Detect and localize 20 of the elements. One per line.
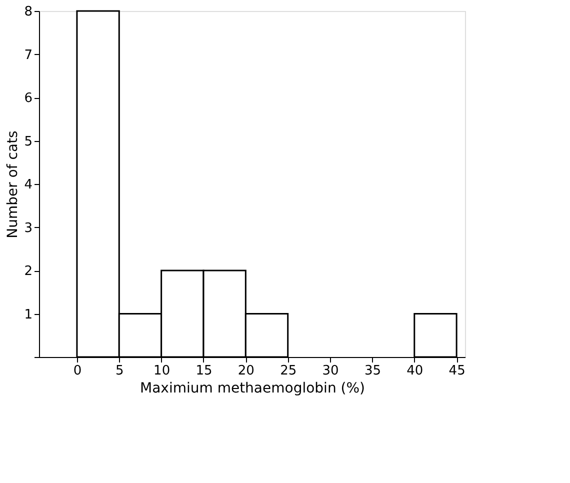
x-tick-label: 5 (116, 364, 124, 378)
y-tick-label: 1 (24, 307, 32, 322)
y-tick-label: 5 (24, 134, 32, 150)
y-axis-title: Number of cats (5, 130, 22, 238)
y-tick-label: 6 (24, 91, 32, 106)
x-tick-label: 30 (322, 364, 339, 378)
x-tick-label: 0 (73, 364, 82, 378)
y-tick-label: 4 (24, 178, 32, 192)
y-tick-label: 7 (24, 48, 32, 63)
x-tick-label: 20 (238, 364, 254, 378)
x-tick-label: 40 (406, 364, 424, 378)
y-tick-label: 8 (24, 4, 32, 20)
x-axis-title: Maximium methaemoglobin (%) (140, 380, 365, 396)
y-tick-label: 2 (24, 264, 32, 279)
x-tick-label: 15 (196, 364, 212, 378)
x-tick-label: 45 (448, 364, 466, 378)
x-tick-label: 35 (364, 364, 381, 378)
x-tick-label: 25 (280, 364, 297, 378)
x-tick-label: 10 (154, 364, 170, 378)
y-tick-label: 3 (24, 220, 32, 236)
